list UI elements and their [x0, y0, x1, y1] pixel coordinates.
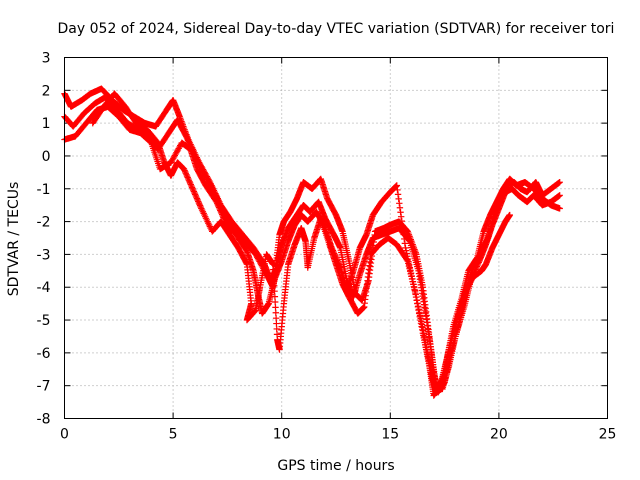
data-point [191, 191, 199, 198]
data-point [186, 179, 194, 187]
y-tick-label: 1 [42, 116, 51, 132]
data-point [215, 204, 223, 211]
data-point [405, 237, 413, 244]
data-point [184, 174, 191, 181]
x-tick-label: 20 [490, 427, 508, 443]
data-point [195, 199, 203, 207]
data-point [394, 186, 401, 194]
data-point [397, 209, 404, 216]
data-point [214, 201, 221, 208]
data-point [556, 179, 563, 186]
data-point [193, 194, 200, 201]
y-tick-label: -7 [37, 379, 51, 395]
data-point [402, 247, 410, 254]
data-point [180, 165, 188, 173]
data-point [394, 191, 402, 198]
y-tick-label: -5 [37, 313, 51, 329]
data-point [396, 204, 404, 211]
x-tick-label: 25 [599, 427, 617, 443]
data-point [413, 296, 421, 304]
data-point [183, 171, 190, 178]
data-point [556, 205, 563, 212]
data-point [398, 217, 405, 225]
data-point [188, 182, 195, 190]
data-point [219, 212, 226, 220]
data-point [243, 259, 250, 267]
data-point [192, 192, 199, 200]
data-point [185, 138, 192, 146]
data-point [184, 137, 192, 144]
data-point [183, 134, 190, 141]
y-tick-label: -4 [37, 280, 51, 296]
y-tick-label: -1 [37, 182, 51, 198]
data-point [197, 203, 204, 211]
y-axis-label: SDTVAR / TECUs [6, 182, 22, 297]
data-point [189, 185, 196, 192]
data-point [220, 214, 227, 221]
data-point [190, 188, 198, 195]
data-point [193, 195, 201, 202]
y-tick-label: -6 [37, 346, 51, 362]
y-tick-label: -8 [37, 412, 51, 428]
y-tick-label: 2 [42, 83, 51, 99]
data-point [218, 209, 225, 217]
x-tick-label: 0 [60, 427, 69, 443]
chart-title: Day 052 of 2024, Sidereal Day-to-day VTE… [58, 21, 615, 37]
data-point [393, 182, 401, 189]
x-tick-label: 15 [381, 427, 399, 443]
data-point [186, 178, 193, 185]
data-point [217, 208, 225, 215]
x-tick-labels: 0 5 10 15 20 25 [60, 427, 616, 443]
data-point [213, 200, 221, 207]
data-point [184, 135, 191, 143]
data-point [195, 198, 202, 205]
x-axis-label: GPS time / hours [277, 458, 394, 474]
y-tick-label: -2 [37, 215, 51, 231]
data-point [473, 264, 480, 272]
data-point [473, 255, 480, 262]
data-point [213, 198, 220, 206]
data-point [188, 184, 196, 191]
x-tick-label: 5 [169, 427, 178, 443]
data-point [185, 177, 193, 184]
x-tick-label: 10 [273, 427, 291, 443]
data-point [217, 207, 224, 214]
data-point [182, 168, 189, 176]
data-point [400, 231, 407, 238]
series-track-4 [89, 90, 513, 396]
data-point [196, 201, 203, 208]
data-point [187, 181, 194, 188]
data-point [401, 240, 409, 247]
data-point [215, 202, 222, 210]
data-point [183, 172, 191, 180]
data-point [472, 266, 479, 273]
data-point [556, 192, 563, 199]
data-point [191, 189, 198, 197]
data-point [397, 213, 405, 220]
y-tick-label: -3 [37, 247, 51, 263]
data-point [182, 170, 190, 177]
data-point [196, 202, 204, 209]
data-point [402, 244, 409, 252]
data-point [181, 167, 188, 174]
data-point [396, 200, 403, 207]
data-point [216, 205, 223, 213]
data-point [182, 133, 190, 140]
data-point [190, 186, 197, 194]
data-point [194, 196, 201, 204]
data-point [399, 226, 407, 234]
data-point [395, 195, 402, 203]
data-point [218, 211, 226, 218]
data-markers [61, 85, 563, 399]
data-point [401, 235, 408, 243]
y-tick-label: 0 [42, 149, 51, 165]
y-tick-labels: -8 -7 -6 -5 -4 -3 -2 -1 0 1 2 3 [37, 51, 51, 428]
data-point [185, 175, 192, 183]
series-track-2 [61, 93, 563, 393]
data-point [399, 222, 406, 229]
y-tick-label: 3 [42, 51, 51, 67]
data-point [220, 215, 228, 222]
